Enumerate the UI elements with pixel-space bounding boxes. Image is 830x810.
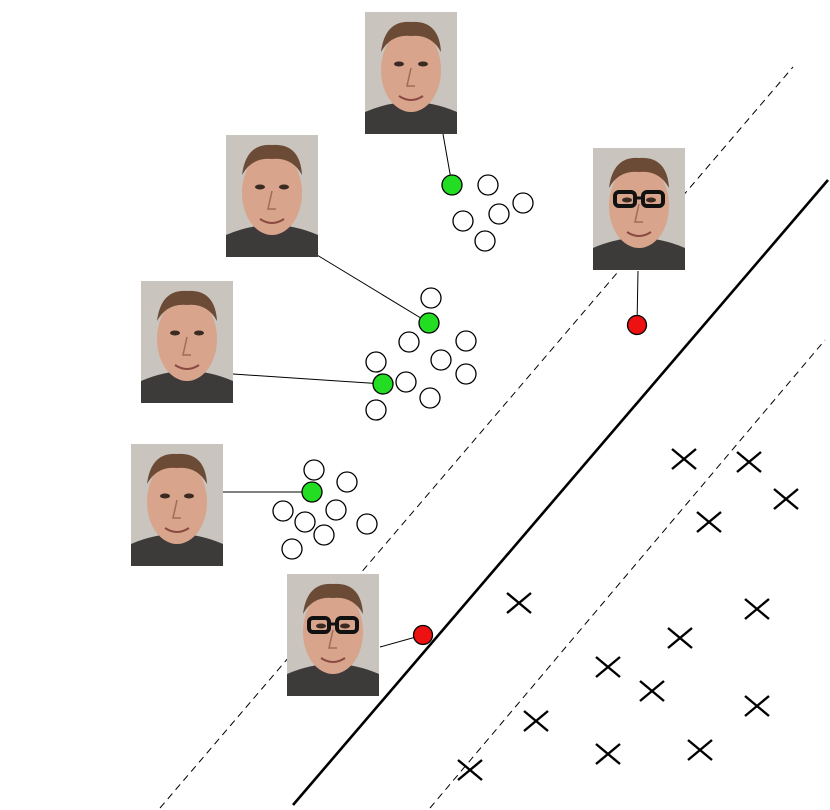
circle-point <box>365 351 387 373</box>
connector <box>316 254 430 324</box>
circle-point <box>477 174 499 196</box>
circle-point <box>325 499 347 521</box>
cross-point <box>595 656 621 678</box>
red-point <box>412 624 434 646</box>
red-point <box>626 314 648 336</box>
circle-point <box>303 459 325 481</box>
open-circles <box>272 174 534 560</box>
circle-point <box>452 210 474 232</box>
circle-point <box>488 203 510 225</box>
cross-point <box>506 592 532 614</box>
cross-point <box>744 598 770 620</box>
green-point <box>418 312 440 334</box>
circle-point <box>455 363 477 385</box>
face-photo <box>130 443 224 567</box>
circle-point <box>455 330 477 352</box>
decision-boundary <box>292 179 829 806</box>
circle-point <box>474 230 496 252</box>
cross-point <box>667 627 693 649</box>
green-point <box>301 481 323 503</box>
cross-point <box>523 710 549 732</box>
face-photo <box>364 11 458 135</box>
circle-point <box>512 192 534 214</box>
circle-point <box>395 371 417 393</box>
cross-point <box>773 488 799 510</box>
circle-point <box>365 399 387 421</box>
face-photo <box>140 280 234 404</box>
circle-point <box>420 287 442 309</box>
crosses <box>457 448 799 781</box>
cross-point <box>639 680 665 702</box>
circle-point <box>430 349 452 371</box>
circle-point <box>398 331 420 353</box>
cross-point <box>744 695 770 717</box>
cross-point <box>696 511 722 533</box>
face-photo <box>225 134 319 258</box>
circle-point <box>294 511 316 533</box>
margin-line <box>159 66 794 809</box>
circle-point <box>313 524 335 546</box>
cross-point <box>457 759 483 781</box>
cross-point <box>687 739 713 761</box>
circle-point <box>281 538 303 560</box>
green-point <box>441 174 463 196</box>
green-point <box>372 373 394 395</box>
cross-point <box>595 743 621 765</box>
face-photo <box>287 574 379 696</box>
margin-line <box>429 339 826 809</box>
highlighted-points <box>301 174 648 646</box>
circle-point <box>272 500 294 522</box>
circle-point <box>336 471 358 493</box>
circle-point <box>356 513 378 535</box>
circle-point <box>419 387 441 409</box>
faces <box>130 11 685 696</box>
face-photo <box>593 148 685 270</box>
cross-point <box>736 451 762 473</box>
cross-point <box>671 448 697 470</box>
connector <box>232 373 384 385</box>
